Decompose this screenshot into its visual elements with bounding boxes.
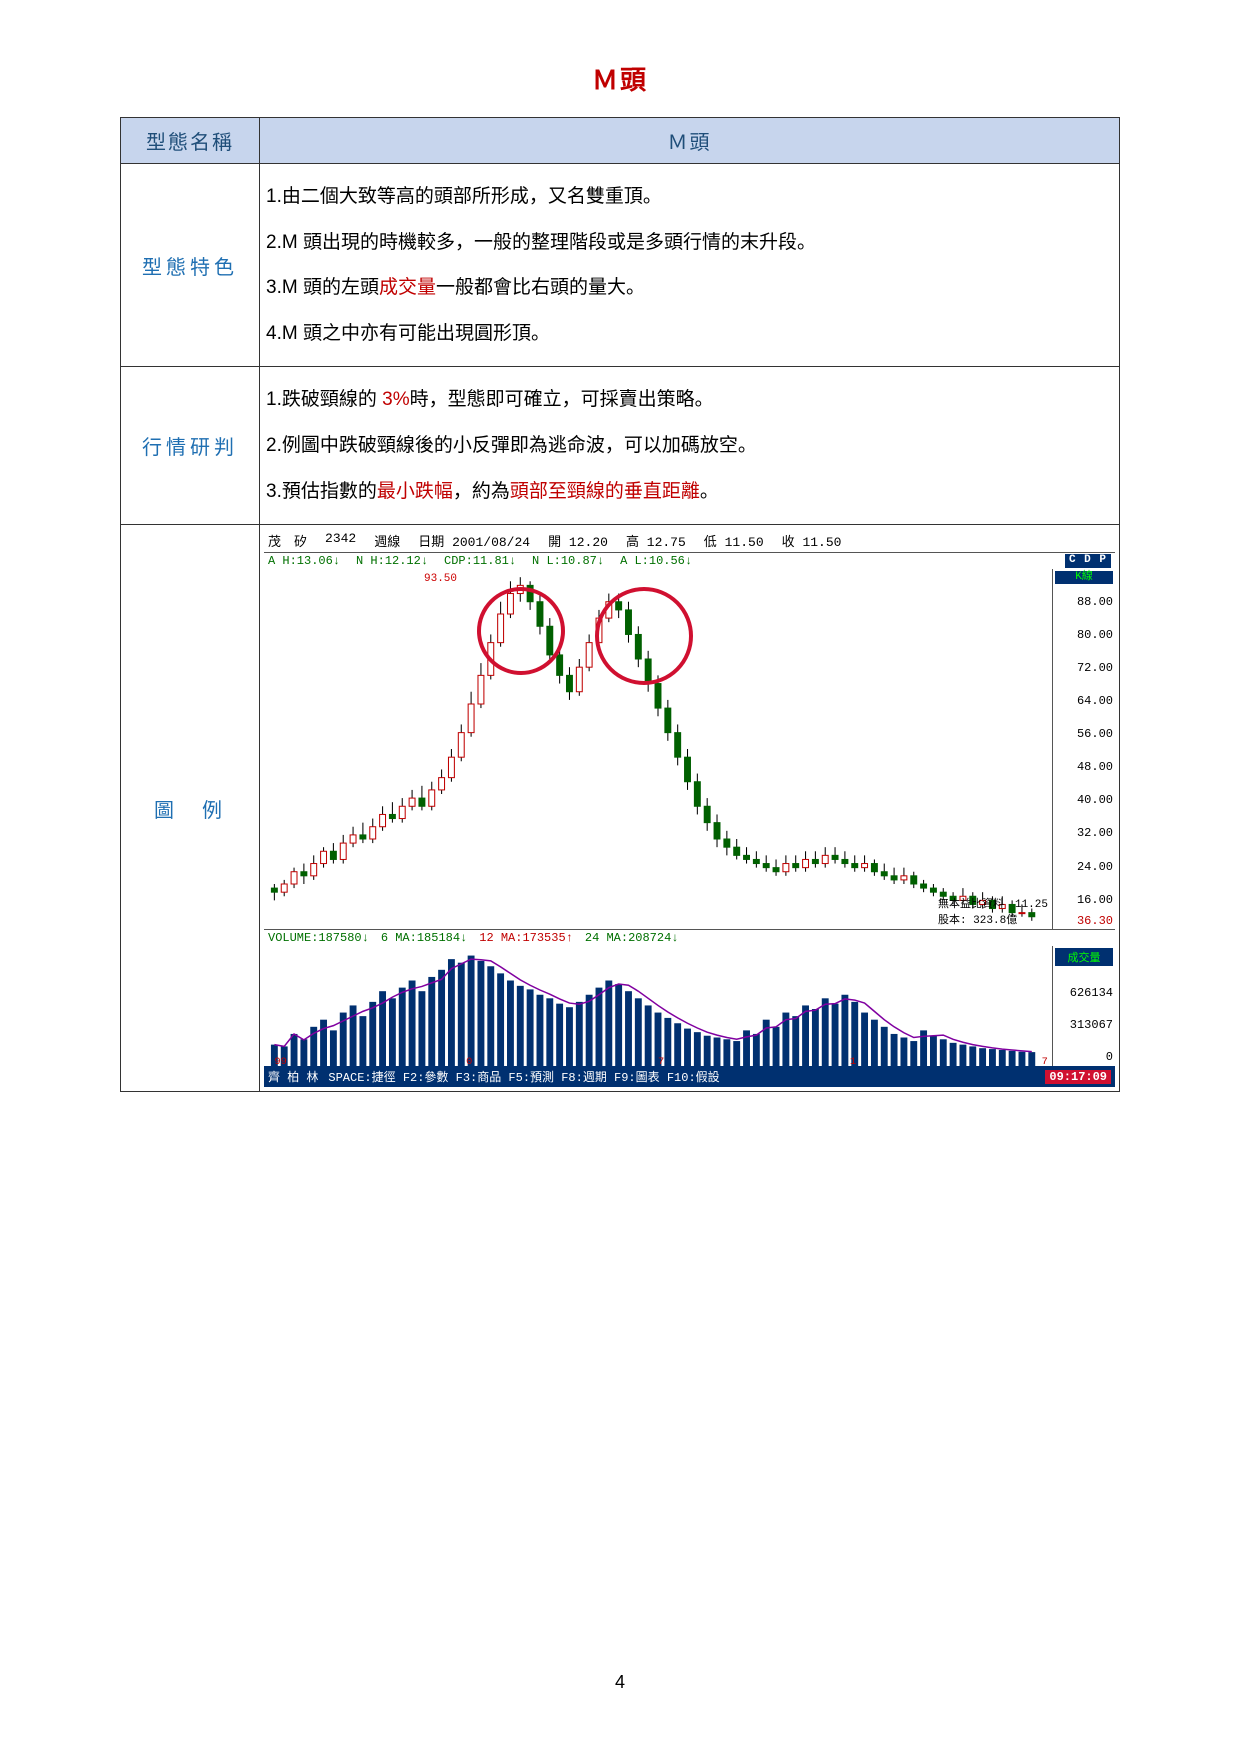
chart-infobar: A H:13.06↓ N H:12.12↓ CDP:11.81↓ N L:10.… [264,553,1115,569]
example-cell: 茂 矽 2342 週線 日期 2001/08/24 開 12.20 高 12.7… [260,525,1120,1092]
svg-text:7: 7 [658,1057,664,1066]
y-tick: 80.00 [1055,629,1113,641]
j3-red1: 最小跌幅 [377,481,453,502]
stock-name: 茂 矽 [268,531,307,550]
no-pe-note: 無本益比資料 11.25 股本: 323.8億 [938,895,1048,927]
judgment-content: 1.跌破頸線的 3%時，型態即可確立，可採賣出策略。 2.例圖中跌破頸線後的小反… [260,367,1120,525]
pattern-name-label: 型態名稱 [121,118,260,164]
pattern-table: 型態名稱 Ｍ頭 型態特色 1.由二個大致等高的頭部所形成，又名雙重頂。 2.M … [120,117,1120,1092]
feature-4: 4.M 頭之中亦有可能出現圓形頂。 [266,311,1111,357]
ah-value: A H:13.06↓ [268,554,340,568]
y-tick: 64.00 [1055,695,1113,707]
feature-3: 3.M 頭的左頭成交量一般都會比右頭的量大。 [266,265,1111,311]
j3-red2: 頭部至頸線的垂直距離 [510,481,700,502]
ma24-value: 24 MA:208724↓ [585,931,679,945]
chart-period: 週線 [374,531,400,550]
y-tick: 16.00 [1055,894,1113,906]
chart-topbar: 茂 矽 2342 週線 日期 2001/08/24 開 12.20 高 12.7… [264,529,1115,553]
footer-menu: SPACE:捷徑 F2:參數 F3:商品 F5:預測 F8:週期 F9:圖表 F… [328,1068,719,1085]
features-row: 型態特色 1.由二個大致等高的頭部所形成，又名雙重頂。 2.M 頭出現的時機較多… [121,164,1120,367]
footer-name: 齊 柏 林 [268,1068,318,1085]
vol-tag: 成交量 [1055,948,1113,966]
stock-code: 2342 [325,531,356,550]
judgment-label: 行情研判 [121,367,260,525]
header-row: 型態名稱 Ｍ頭 [121,118,1120,164]
j1-red: 3% [382,389,409,410]
y-tick: 88.00 [1055,596,1113,608]
vol-tick: 313067 [1055,1018,1113,1032]
page-title: Ｍ頭 [120,60,1120,97]
feature-3-pre: 3.M 頭的左頭 [266,277,379,298]
j3-post: 。 [700,481,719,502]
nh-value: N H:12.12↓ [356,554,428,568]
pattern-name-value: Ｍ頭 [260,118,1120,164]
nl-value: N L:10.87↓ [532,554,604,568]
chart-date: 日期 2001/08/24 [418,531,530,550]
example-row: 圖 例 茂 矽 2342 週線 日期 2001/08/24 開 12.20 高 … [121,525,1120,1092]
price-y-axis: K線 88.00 80.00 72.00 64.00 56.00 48.00 40.00 32… [1053,569,1115,929]
cdp-value: CDP:11.81↓ [444,554,516,568]
feature-3-red: 成交量 [379,277,436,298]
svg-text:7: 7 [1042,1057,1048,1066]
m-head-circle-left [477,587,565,675]
y-tick: 24.00 [1055,861,1113,873]
volume-value: VOLUME:187580↓ [268,931,369,945]
chart-close: 收 11.50 [782,531,842,550]
judgment-3: 3.預估指數的最小跌幅，約為頭部至頸線的垂直距離。 [266,469,1111,515]
judgment-1: 1.跌破頸線的 3%時，型態即可確立，可採賣出策略。 [266,377,1111,423]
example-label: 圖 例 [121,525,260,1092]
page-number: 4 [0,1672,1240,1693]
y-tick: 48.00 [1055,761,1113,773]
j1-pre: 1.跌破頸線的 [266,389,382,410]
features-label: 型態特色 [121,164,260,367]
svg-text:1: 1 [850,1057,856,1066]
last-tick: 36.30 [1055,915,1113,927]
volume-header: VOLUME:187580↓ 6 MA:185184↓ 12 MA:173535… [264,929,1115,946]
volume-y-axis: 成交量 626134 313067 0 [1053,946,1115,1066]
ma6-value: 6 MA:185184↓ [381,931,467,945]
j1-post: 時，型態即可確立，可採賣出策略。 [410,389,714,410]
feature-1: 1.由二個大致等高的頭部所形成，又名雙重頂。 [266,174,1111,220]
vol-tick: 0 [1055,1050,1113,1064]
feature-3-post: 一般都會比右頭的量大。 [436,277,645,298]
price-chart-body: 無本益比資料 11.25 股本: 323.8億 93.50 K線 88.00 80… [264,569,1115,929]
ma12-value: 12 MA:173535↑ [479,931,573,945]
y-tick: 56.00 [1055,728,1113,740]
feature-2: 2.M 頭出現的時機較多，一般的整理階段或是多頭行情的末升段。 [266,220,1111,266]
volume-svg: 99 0 7 1 7 [264,946,1052,1066]
chart-low: 低 11.50 [704,531,764,550]
stock-chart: 茂 矽 2342 週線 日期 2001/08/24 開 12.20 高 12.7… [264,529,1115,1087]
chart-open: 開 12.20 [548,531,608,550]
chart-footer: 齊 柏 林 SPACE:捷徑 F2:參數 F3:商品 F5:預測 F8:週期 F… [264,1066,1115,1087]
judgment-row: 行情研判 1.跌破頸線的 3%時，型態即可確立，可採賣出策略。 2.例圖中跌破頸… [121,367,1120,525]
al-value: A L:10.56↓ [620,554,692,568]
svg-text:0: 0 [466,1057,472,1066]
y-tick: 72.00 [1055,662,1113,674]
judgment-2: 2.例圖中跌破頸線後的小反彈即為逃命波，可以加碼放空。 [266,423,1111,469]
price-panel: 無本益比資料 11.25 股本: 323.8億 93.50 [264,569,1053,929]
j3-mid: ，約為 [453,481,510,502]
j3-pre: 3.預估指數的 [266,481,377,502]
footer-time: 09:17:09 [1045,1070,1111,1084]
k-line-tag: K線 [1055,571,1113,584]
svg-text:99: 99 [274,1057,286,1066]
vol-tick: 626134 [1055,986,1113,1000]
cdp-badge: C D P [1065,554,1111,568]
m-head-circle-right [595,587,693,685]
chart-high: 高 12.75 [626,531,686,550]
y-tick: 40.00 [1055,794,1113,806]
volume-panel: 99 0 7 1 7 [264,946,1053,1066]
volume-section: 990717 成交量6261343130670 [264,946,1115,1066]
peak-label: 93.50 [424,573,457,585]
y-tick: 32.00 [1055,827,1113,839]
features-content: 1.由二個大致等高的頭部所形成，又名雙重頂。 2.M 頭出現的時機較多，一般的整… [260,164,1120,367]
